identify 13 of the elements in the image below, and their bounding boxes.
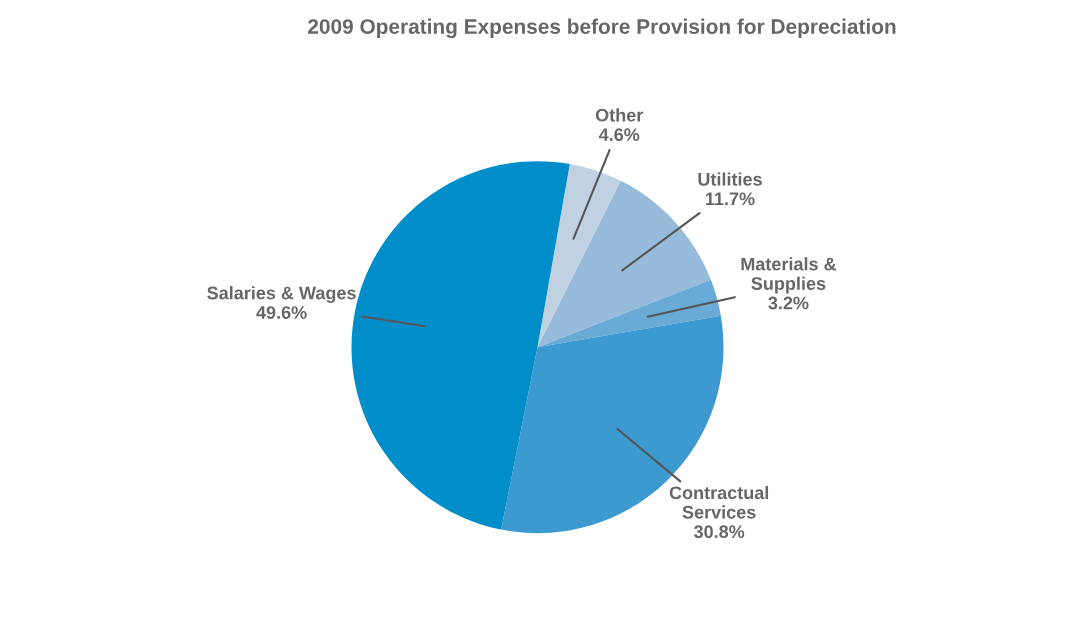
data-label: 49.6%	[256, 306, 307, 319]
slice-label: Materials & Supplies	[741, 257, 837, 294]
chart-title: 2009 Operating Expenses before Provision for Depreciation	[308, 18, 896, 39]
pie-slice	[537, 279, 721, 348]
data-label: 11.7%	[706, 192, 755, 206]
data-label: 3.2%	[768, 296, 809, 310]
slice-label: Utilities	[698, 172, 762, 186]
slice-label: Salaries & Wages	[207, 286, 356, 304]
data-label: 30.8%	[693, 525, 745, 539]
data-label: 4.6%	[598, 128, 640, 142]
pie-slice	[537, 164, 621, 348]
slice-label: Other	[595, 108, 644, 122]
slice-label: Contractual Services	[669, 485, 769, 519]
